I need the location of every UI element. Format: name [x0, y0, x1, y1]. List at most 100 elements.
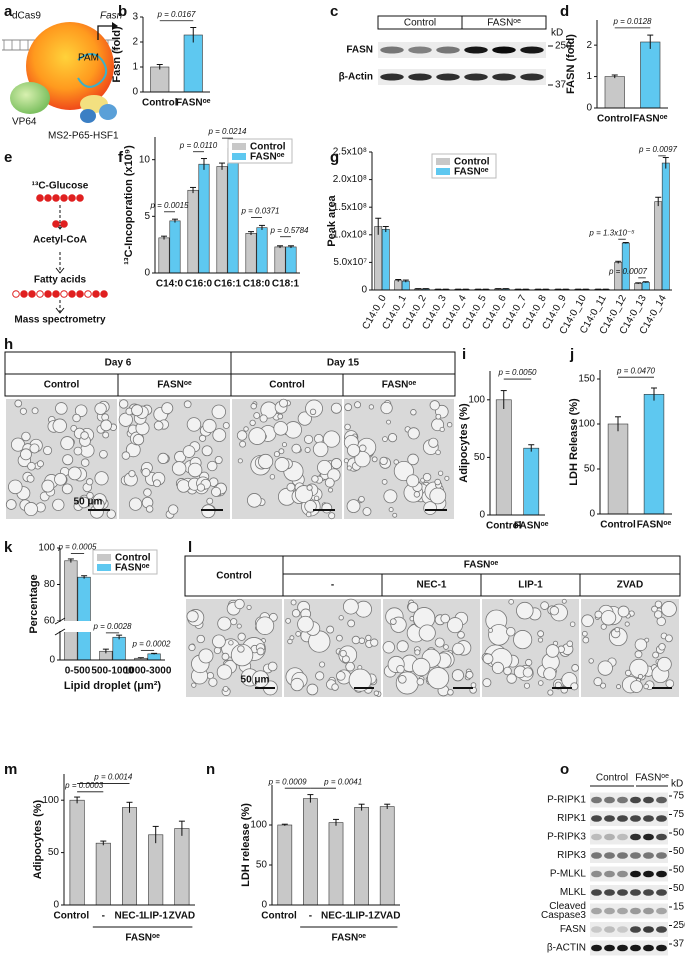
y-tick-label: 5 [144, 211, 150, 222]
droplet [216, 664, 233, 680]
band [604, 833, 615, 841]
droplet [429, 400, 440, 411]
error-bar [190, 186, 197, 194]
error-bar [402, 279, 409, 283]
droplet [285, 618, 291, 624]
band [604, 796, 615, 804]
error-bar [495, 288, 502, 290]
blot-bg [590, 866, 668, 882]
droplet [634, 638, 648, 651]
droplet [291, 609, 301, 618]
blot-bg [590, 922, 668, 937]
bar [274, 246, 286, 274]
carbon-dot [68, 290, 76, 298]
error-bar [382, 226, 389, 233]
diagram-label: PAM [78, 53, 99, 64]
error-bar [102, 648, 109, 654]
droplet [248, 427, 267, 445]
carbon-dot [52, 290, 60, 298]
x-tick-label: Control [142, 98, 178, 109]
band [643, 852, 654, 859]
droplet [625, 669, 632, 677]
p-value: p = 0.0097 [638, 145, 678, 154]
y-tick-label: 60 [44, 616, 56, 627]
droplet [383, 489, 398, 504]
droplet [41, 479, 55, 493]
row-label: FASN [346, 45, 373, 56]
band [617, 815, 628, 822]
y-tick-label: 0 [479, 510, 485, 521]
band [630, 907, 641, 915]
droplet [452, 642, 465, 656]
carbon-dot [52, 220, 60, 228]
droplet [186, 610, 199, 623]
error-bar [395, 279, 402, 282]
droplet [444, 475, 450, 481]
droplet [388, 507, 394, 513]
band [436, 46, 460, 54]
droplet [94, 471, 109, 486]
droplet [336, 671, 346, 681]
x-tick-label: - [309, 911, 312, 922]
droplet [249, 419, 256, 426]
p-value: p = 0.0041 [323, 777, 362, 786]
error-bar [615, 260, 622, 264]
p-value: p = 0.0167 [156, 10, 196, 19]
droplet [101, 413, 109, 422]
droplet [317, 460, 332, 475]
droplet [196, 634, 205, 644]
band [643, 926, 654, 933]
droplet [250, 403, 257, 410]
marker-label: 250 [555, 41, 572, 52]
band [464, 46, 488, 54]
panel-label: m [4, 761, 17, 778]
droplet [291, 443, 302, 454]
band [591, 907, 602, 915]
marker-label: 75 [673, 791, 685, 802]
x-tick-label: Control [597, 114, 633, 125]
bar [147, 653, 161, 661]
bar [277, 824, 293, 906]
panel-label: g [330, 149, 339, 166]
droplet [145, 505, 154, 513]
droplet [221, 652, 230, 661]
droplet [358, 444, 367, 453]
droplet [118, 412, 133, 427]
droplet [43, 445, 53, 456]
arrow-head [112, 22, 118, 30]
band [643, 833, 654, 841]
band [591, 889, 602, 896]
droplet [273, 451, 280, 458]
band [617, 796, 628, 804]
droplet [289, 635, 295, 641]
carbon-dot [36, 194, 44, 202]
error-bar [258, 224, 265, 230]
droplet [427, 667, 450, 690]
error-bar [126, 801, 133, 813]
panel-label: b [118, 3, 127, 20]
droplet [214, 455, 223, 464]
band [656, 926, 667, 933]
legend-label: FASNᵒᵉ [115, 563, 150, 574]
droplet [73, 446, 83, 456]
droplet [336, 634, 343, 642]
y-tick-label: 3 [132, 12, 138, 23]
lane-header [461, 15, 547, 30]
droplet [121, 451, 131, 460]
band [604, 907, 615, 915]
droplet [414, 649, 421, 656]
row-label: β-Actin [339, 72, 373, 83]
band [643, 796, 654, 804]
p-value: p = 0.0015 [149, 201, 189, 210]
droplet [379, 456, 388, 466]
droplet [407, 427, 420, 440]
band [656, 796, 667, 804]
error-bar [647, 34, 654, 49]
droplet [52, 498, 65, 511]
droplet [256, 647, 265, 656]
y-tick-label: 2.0x10⁸ [333, 174, 367, 185]
droplet [418, 624, 436, 642]
droplet [230, 643, 254, 667]
droplet [614, 626, 620, 633]
diagram-label: dCas9 [12, 11, 41, 22]
